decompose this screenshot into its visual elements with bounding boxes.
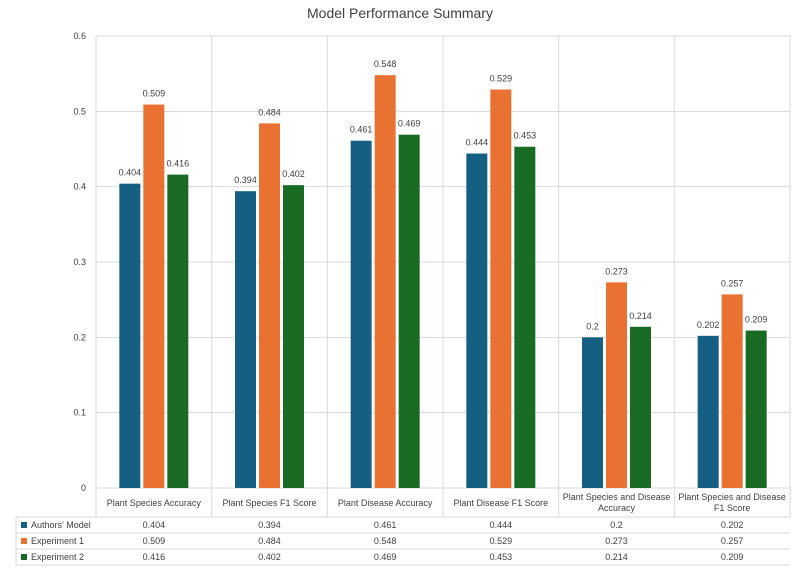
table-cell: 0.404 bbox=[143, 520, 166, 530]
chart-title: Model Performance Summary bbox=[307, 5, 493, 21]
bar bbox=[466, 153, 488, 488]
data-label: 0.453 bbox=[514, 131, 537, 141]
y-tick-label: 0.2 bbox=[73, 332, 86, 342]
category-label: F1 Score bbox=[714, 503, 751, 513]
legend-swatch bbox=[21, 538, 27, 544]
data-label: 0.548 bbox=[374, 59, 397, 69]
data-label: 0.444 bbox=[466, 138, 489, 148]
category-label: Plant Disease Accuracy bbox=[338, 498, 433, 508]
table-cell: 0.273 bbox=[605, 536, 628, 546]
table-cell: 0.416 bbox=[143, 552, 166, 562]
table-cell: 0.394 bbox=[258, 520, 281, 530]
legend-swatch bbox=[21, 554, 27, 560]
category-label: Plant Disease F1 Score bbox=[454, 498, 549, 508]
legend-label: Experiment 2 bbox=[31, 552, 84, 562]
bar bbox=[235, 191, 256, 489]
bar bbox=[350, 140, 372, 489]
bar bbox=[374, 75, 396, 488]
data-label: 0.416 bbox=[167, 159, 190, 169]
table-cell: 0.548 bbox=[374, 536, 397, 546]
y-tick-label: 0.4 bbox=[73, 182, 86, 192]
y-tick-label: 0 bbox=[81, 483, 86, 493]
table-cell: 0.453 bbox=[490, 552, 513, 562]
data-label: 0.214 bbox=[629, 311, 652, 321]
bar bbox=[721, 294, 743, 488]
legend-swatch bbox=[21, 522, 27, 528]
data-label: 0.484 bbox=[258, 107, 281, 117]
bar bbox=[490, 89, 512, 488]
category-label: Accuracy bbox=[598, 503, 636, 513]
table-cell: 0.402 bbox=[258, 552, 281, 562]
bar bbox=[119, 183, 141, 489]
bar bbox=[582, 337, 603, 488]
table-cell: 0.444 bbox=[490, 520, 513, 530]
bar bbox=[745, 330, 767, 488]
data-label: 0.257 bbox=[721, 278, 744, 288]
bar bbox=[630, 326, 651, 488]
bar bbox=[697, 335, 719, 488]
table-cell: 0.484 bbox=[258, 536, 281, 546]
table-cell: 0.257 bbox=[721, 536, 744, 546]
data-label: 0.461 bbox=[350, 125, 373, 135]
legend-label: Experiment 1 bbox=[31, 536, 84, 546]
table-cell: 0.2 bbox=[610, 520, 623, 530]
category-label: Plant Species F1 Score bbox=[222, 498, 316, 508]
table-cell: 0.214 bbox=[605, 552, 628, 562]
data-label: 0.402 bbox=[282, 169, 305, 179]
y-tick-label: 0.3 bbox=[73, 257, 86, 267]
data-label: 0.202 bbox=[697, 320, 720, 330]
bar bbox=[167, 174, 189, 488]
bar bbox=[283, 185, 304, 488]
data-label: 0.2 bbox=[586, 321, 599, 331]
category-label: Plant Species and Disease bbox=[678, 492, 786, 502]
table-cell: 0.469 bbox=[374, 552, 397, 562]
data-label: 0.509 bbox=[143, 89, 166, 99]
data-label: 0.469 bbox=[398, 119, 421, 129]
y-tick-label: 0.1 bbox=[73, 408, 86, 418]
bar bbox=[259, 123, 280, 489]
legend-label: Authors' Model bbox=[31, 520, 91, 530]
data-label: 0.209 bbox=[745, 315, 768, 325]
bar bbox=[606, 282, 627, 488]
data-label: 0.529 bbox=[490, 73, 513, 83]
table-cell: 0.509 bbox=[143, 536, 166, 546]
data-label: 0.404 bbox=[119, 168, 142, 178]
bar bbox=[514, 146, 536, 489]
data-label: 0.273 bbox=[605, 266, 628, 276]
table-cell: 0.202 bbox=[721, 520, 744, 530]
data-label: 0.394 bbox=[234, 175, 257, 185]
bar bbox=[398, 134, 420, 489]
category-label: Plant Species Accuracy bbox=[107, 498, 202, 508]
table-cell: 0.209 bbox=[721, 552, 744, 562]
y-tick-label: 0.6 bbox=[73, 31, 86, 41]
y-tick-label: 0.5 bbox=[73, 106, 86, 116]
table-cell: 0.529 bbox=[490, 536, 513, 546]
table-cell: 0.461 bbox=[374, 520, 397, 530]
bar bbox=[143, 104, 165, 488]
category-label: Plant Species and Disease bbox=[563, 492, 671, 502]
